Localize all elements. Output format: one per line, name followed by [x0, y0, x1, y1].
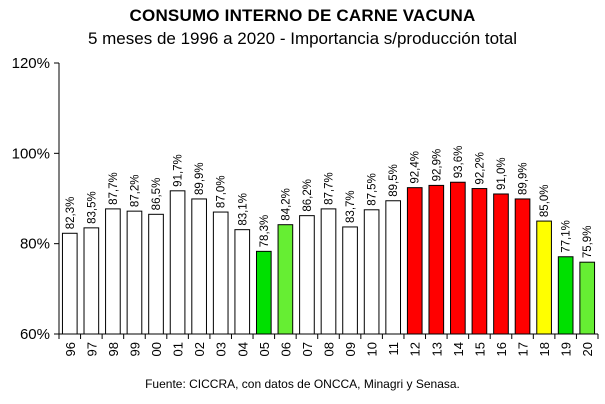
data-label: 85,0% — [539, 184, 551, 217]
x-tick-label: 09 — [343, 342, 358, 356]
y-tick-label: 100% — [12, 145, 50, 162]
y-tick-label: 60% — [20, 326, 50, 343]
x-tick-label: 20 — [580, 342, 595, 356]
bar-04 — [234, 229, 251, 335]
bar-19 — [557, 256, 574, 335]
data-label: 87,7% — [108, 172, 120, 205]
data-label: 89,9% — [518, 162, 530, 195]
data-label: 86,5% — [151, 178, 163, 211]
y-axis: 60% 80% 100% 120% — [12, 55, 60, 343]
data-label: 82,3% — [65, 197, 77, 230]
data-label: 91,7% — [173, 154, 185, 187]
x-tick-label: 06 — [278, 342, 293, 356]
bars: 82,3% 83,5% 87,7% 87,2% 86,5% 91,7% 89,9% 87,0%… — [61, 146, 596, 335]
chart-subtitle: 5 meses de 1996 a 2020 - Importancia s/p… — [87, 29, 518, 48]
bar-00 — [148, 213, 164, 335]
data-label: 93,6% — [453, 146, 465, 179]
chart-title: CONSUMO INTERNO DE CARNE VACUNA — [129, 6, 476, 25]
bar-03 — [212, 211, 229, 335]
x-tick-label: 04 — [235, 342, 250, 356]
x-tick-label: 18 — [537, 342, 552, 356]
x-tick-label: 01 — [171, 342, 186, 356]
data-label: 92,9% — [431, 149, 443, 182]
y-tick-label: 80% — [20, 236, 50, 253]
x-tick-label: 96 — [63, 342, 78, 356]
bar-20 — [579, 261, 596, 335]
data-label: 75,9% — [582, 226, 594, 259]
bar-11 — [385, 200, 402, 335]
data-label: 84,2% — [280, 188, 292, 221]
bar-05 — [255, 250, 272, 335]
x-tick-label: 12 — [408, 342, 423, 356]
x-tick-label: 03 — [214, 342, 229, 356]
bar-12 — [406, 187, 423, 335]
x-axis: 96 97 98 99 00 01 02 03 04 05 06 07 08 09 10 11 12 13 14 15… — [58, 333, 599, 356]
x-tick-label: 98 — [106, 342, 121, 356]
bar-96 — [61, 232, 78, 335]
bar-98 — [105, 208, 121, 335]
x-tick-label: 07 — [300, 342, 315, 356]
data-label: 89,5% — [388, 164, 400, 197]
bar-97 — [83, 227, 100, 335]
x-tick-label: 05 — [257, 342, 272, 356]
data-label: 87,0% — [216, 175, 228, 208]
bar-15 — [471, 188, 488, 335]
bar-99 — [126, 210, 143, 335]
bar-10 — [363, 209, 380, 335]
bar-14 — [450, 181, 466, 335]
bar-18 — [536, 220, 552, 335]
x-tick-label: 08 — [322, 342, 337, 356]
x-tick-label: 02 — [192, 342, 207, 356]
data-label: 89,9% — [194, 162, 206, 195]
y-tick-label: 120% — [12, 55, 50, 72]
data-label: 77,1% — [561, 220, 573, 253]
bar-06 — [277, 224, 294, 335]
bar-17 — [514, 198, 531, 335]
x-tick-label: 97 — [84, 342, 99, 356]
bar-01 — [169, 190, 186, 335]
x-tick-label: 19 — [559, 342, 574, 356]
x-tick-label: 10 — [365, 342, 380, 356]
x-tick-label: 13 — [429, 342, 444, 356]
x-tick-label: 17 — [516, 342, 531, 356]
data-label: 92,2% — [474, 152, 486, 185]
bar-08 — [320, 208, 337, 335]
data-label: 92,4% — [410, 151, 422, 184]
bar-02 — [191, 198, 207, 335]
x-tick-label: 14 — [451, 342, 466, 356]
data-label: 87,7% — [324, 172, 336, 205]
x-tick-label: 99 — [127, 342, 142, 356]
bar-07 — [299, 215, 315, 335]
data-label: 78,3% — [259, 215, 271, 248]
data-label: 86,2% — [302, 179, 314, 212]
x-tick-label: 00 — [149, 342, 164, 356]
bar-13 — [428, 184, 445, 335]
data-label: 91,0% — [496, 157, 508, 190]
data-label: 83,1% — [237, 193, 249, 226]
data-label: 83,7% — [345, 190, 357, 223]
data-label: 87,5% — [367, 173, 379, 206]
data-label: 87,2% — [129, 175, 141, 208]
bar-09 — [342, 226, 358, 335]
x-tick-label: 15 — [472, 342, 487, 356]
x-tick-label: 16 — [494, 342, 509, 356]
x-tick-label: 11 — [386, 342, 401, 356]
data-label: 83,5% — [86, 191, 98, 224]
chart-source: Fuente: CICCRA, con datos de ONCCA, Mina… — [145, 377, 460, 391]
bar-16 — [493, 193, 509, 335]
